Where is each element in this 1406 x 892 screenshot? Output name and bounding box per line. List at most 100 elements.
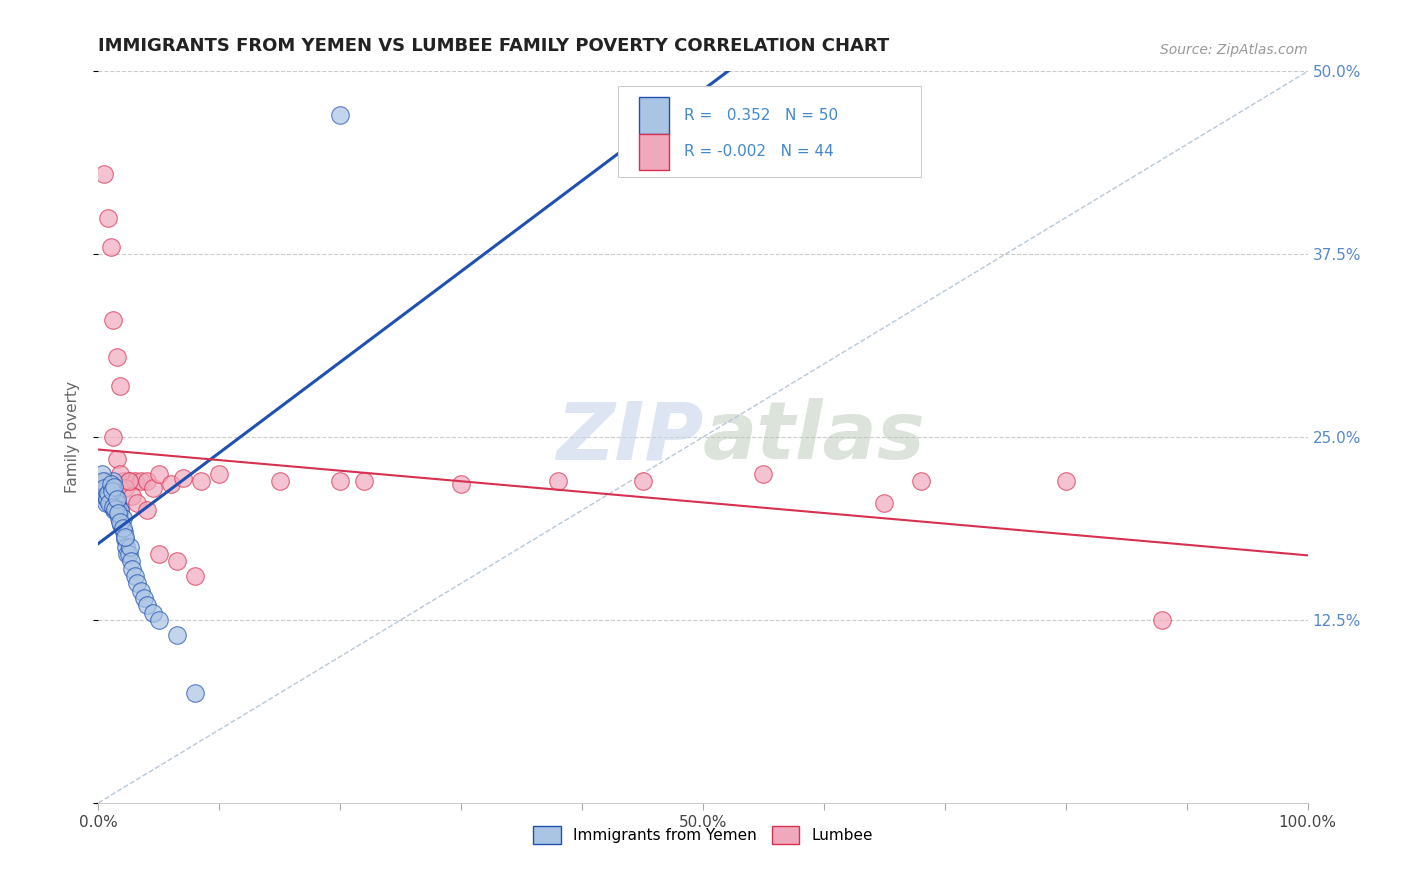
Point — [142, 481, 165, 495]
Point — [94, 489, 117, 503]
Point — [873, 496, 896, 510]
Point — [910, 474, 932, 488]
Point — [111, 474, 134, 488]
Point — [135, 599, 157, 613]
Point — [104, 501, 127, 516]
Point — [1152, 613, 1174, 627]
Point — [105, 350, 128, 364]
Point — [160, 476, 183, 491]
Point — [105, 452, 128, 467]
Point — [97, 485, 120, 500]
Point — [1054, 474, 1077, 488]
Point — [117, 547, 139, 561]
Point — [100, 491, 122, 506]
Point — [96, 481, 118, 495]
Point — [100, 489, 122, 503]
FancyBboxPatch shape — [619, 86, 921, 178]
Point — [108, 503, 131, 517]
Text: atlas: atlas — [703, 398, 925, 476]
Point — [94, 474, 117, 488]
Text: R =   0.352   N = 50: R = 0.352 N = 50 — [683, 108, 838, 123]
Point — [172, 471, 194, 485]
Point — [101, 474, 124, 488]
Point — [329, 108, 352, 122]
Point — [101, 500, 124, 515]
Point — [450, 476, 472, 491]
Point — [96, 491, 118, 506]
Point — [752, 467, 775, 481]
Point — [101, 430, 124, 444]
Point — [97, 211, 120, 225]
Point — [190, 474, 212, 488]
Point — [114, 481, 136, 495]
Point — [98, 496, 121, 510]
Point — [111, 521, 134, 535]
Point — [108, 467, 131, 481]
Point — [134, 591, 156, 605]
Point — [547, 474, 569, 488]
Y-axis label: Family Poverty: Family Poverty — [65, 381, 80, 493]
Point — [98, 489, 121, 503]
Point — [110, 517, 132, 532]
Point — [100, 476, 122, 491]
Point — [93, 489, 115, 503]
Point — [100, 484, 122, 499]
Point — [121, 562, 143, 576]
Point — [115, 540, 138, 554]
Legend: Immigrants from Yemen, Lumbee: Immigrants from Yemen, Lumbee — [527, 820, 879, 850]
Point — [108, 379, 131, 393]
Point — [100, 240, 122, 254]
Point — [91, 467, 114, 481]
Point — [166, 627, 188, 641]
Point — [353, 474, 375, 488]
Point — [184, 569, 207, 583]
Point — [135, 503, 157, 517]
Point — [114, 530, 136, 544]
Point — [107, 503, 129, 517]
Text: ZIP: ZIP — [555, 398, 703, 476]
Point — [103, 496, 125, 510]
Point — [114, 533, 136, 547]
Point — [184, 686, 207, 700]
Point — [108, 515, 131, 529]
Point — [120, 554, 142, 568]
Point — [118, 540, 141, 554]
Point — [93, 167, 115, 181]
Text: IMMIGRANTS FROM YEMEN VS LUMBEE FAMILY POVERTY CORRELATION CHART: IMMIGRANTS FROM YEMEN VS LUMBEE FAMILY P… — [98, 37, 890, 54]
Text: R = -0.002   N = 44: R = -0.002 N = 44 — [683, 145, 834, 160]
Point — [118, 474, 141, 488]
Text: Source: ZipAtlas.com: Source: ZipAtlas.com — [1160, 43, 1308, 57]
Point — [121, 489, 143, 503]
Point — [94, 496, 117, 510]
Point — [93, 481, 115, 495]
Point — [101, 313, 124, 327]
Point — [166, 554, 188, 568]
Point — [97, 489, 120, 503]
Point — [112, 525, 135, 540]
Point — [118, 547, 141, 561]
Point — [135, 474, 157, 488]
Point — [329, 474, 352, 488]
Point — [124, 474, 146, 488]
Point — [111, 510, 134, 524]
Point — [103, 480, 125, 494]
FancyBboxPatch shape — [638, 97, 669, 134]
Point — [148, 547, 170, 561]
Point — [103, 503, 125, 517]
Point — [105, 491, 128, 506]
Point — [148, 467, 170, 481]
Point — [118, 474, 141, 488]
Point — [631, 474, 654, 488]
Point — [100, 481, 122, 495]
Point — [108, 510, 131, 524]
Point — [127, 576, 149, 591]
Point — [107, 506, 129, 520]
Point — [142, 606, 165, 620]
Point — [127, 496, 149, 510]
FancyBboxPatch shape — [638, 134, 669, 170]
Point — [269, 474, 291, 488]
Point — [108, 503, 131, 517]
Point — [208, 467, 231, 481]
Point — [105, 496, 128, 510]
Point — [148, 613, 170, 627]
